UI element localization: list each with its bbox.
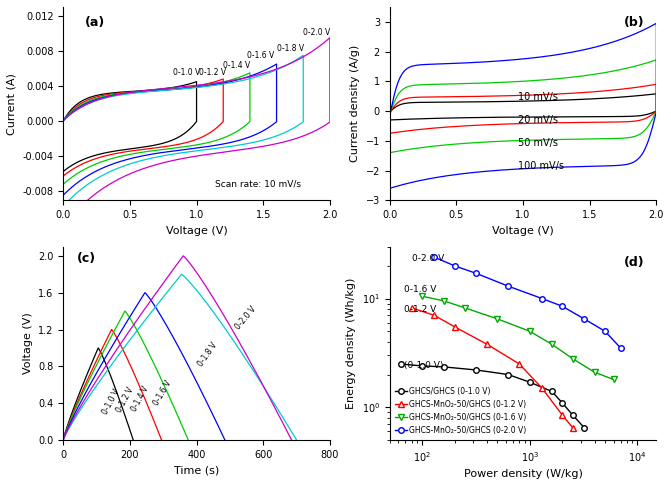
Text: (c): (c) <box>76 252 96 265</box>
Text: 10 mV/s: 10 mV/s <box>518 92 558 102</box>
Text: 0-2.0 V: 0-2.0 V <box>303 28 331 37</box>
Y-axis label: Energy density (Wh/kg): Energy density (Wh/kg) <box>346 278 356 409</box>
X-axis label: Voltage (V): Voltage (V) <box>166 226 227 236</box>
Text: 50 mV/s: 50 mV/s <box>518 138 558 148</box>
GHCS/GHCS (0-1.0 V) <box>580 425 588 431</box>
GHCS-MnO₂-50/GHCS (0-2.0 V) <box>430 254 438 260</box>
GHCS/GHCS (0-1.0 V) <box>568 412 576 418</box>
GHCS-MnO₂-50/GHCS (0-1.6 V) <box>548 341 556 347</box>
GHCS/GHCS (0-1.0 V) <box>418 363 426 369</box>
Legend: GHCS/GHCS (0-1.0 V), GHCS-MnO₂-50/GHCS (0-1.2 V), GHCS-MnO₂-50/GHCS (0-1.6 V), G: GHCS/GHCS (0-1.0 V), GHCS-MnO₂-50/GHCS (… <box>393 386 527 436</box>
Line: GHCS/GHCS (0-1.0 V): GHCS/GHCS (0-1.0 V) <box>398 361 587 431</box>
Text: 0-1.4 V: 0-1.4 V <box>223 61 250 70</box>
Line: GHCS-MnO₂-50/GHCS (0-2.0 V): GHCS-MnO₂-50/GHCS (0-2.0 V) <box>431 254 623 351</box>
Text: 0-1.2 V: 0-1.2 V <box>404 305 436 314</box>
GHCS-MnO₂-50/GHCS (0-1.2 V) <box>538 385 546 391</box>
GHCS/GHCS (0-1.0 V) <box>526 379 534 385</box>
GHCS-MnO₂-50/GHCS (0-2.0 V) <box>450 263 458 269</box>
Text: 0-2.0 V: 0-2.0 V <box>234 305 258 331</box>
GHCS-MnO₂-50/GHCS (0-1.6 V) <box>418 294 426 299</box>
Line: GHCS-MnO₂-50/GHCS (0-1.2 V): GHCS-MnO₂-50/GHCS (0-1.2 V) <box>409 305 575 431</box>
Text: 0-1.2 V: 0-1.2 V <box>199 68 226 77</box>
Text: (0-1.0 V): (0-1.0 V) <box>404 361 444 370</box>
GHCS-MnO₂-50/GHCS (0-2.0 V) <box>601 329 609 334</box>
Line: GHCS-MnO₂-50/GHCS (0-1.6 V): GHCS-MnO₂-50/GHCS (0-1.6 V) <box>419 294 616 382</box>
GHCS-MnO₂-50/GHCS (0-1.6 V) <box>609 377 617 382</box>
Text: 0-1.8 V: 0-1.8 V <box>197 341 219 368</box>
GHCS-MnO₂-50/GHCS (0-1.2 V) <box>515 361 523 367</box>
X-axis label: Time (s): Time (s) <box>174 465 219 475</box>
GHCS/GHCS (0-1.0 V) <box>472 367 480 373</box>
GHCS-MnO₂-50/GHCS (0-1.2 V) <box>408 305 416 311</box>
Y-axis label: Current (A): Current (A) <box>7 73 17 135</box>
Text: 0-1.2 V: 0-1.2 V <box>115 386 136 415</box>
GHCS/GHCS (0-1.0 V) <box>548 388 556 394</box>
X-axis label: Voltage (V): Voltage (V) <box>492 226 554 236</box>
Text: 0-1.6 V: 0-1.6 V <box>247 51 274 60</box>
X-axis label: Power density (W/kg): Power density (W/kg) <box>464 469 582 479</box>
Text: 0-2.0 V: 0-2.0 V <box>412 254 444 263</box>
GHCS-MnO₂-50/GHCS (0-2.0 V) <box>538 295 546 301</box>
GHCS-MnO₂-50/GHCS (0-1.6 V) <box>568 356 576 362</box>
GHCS-MnO₂-50/GHCS (0-1.2 V) <box>483 341 491 347</box>
Text: (d): (d) <box>625 256 645 269</box>
GHCS-MnO₂-50/GHCS (0-1.2 V) <box>430 312 438 318</box>
Text: 0-1.4 V: 0-1.4 V <box>130 384 150 413</box>
Text: 20 mV/s: 20 mV/s <box>518 115 558 125</box>
Text: 0-1.6 V: 0-1.6 V <box>152 379 173 407</box>
Text: (a): (a) <box>85 16 105 29</box>
Text: 0-1.8 V: 0-1.8 V <box>276 44 304 53</box>
Text: 0-1.0 V: 0-1.0 V <box>101 388 121 416</box>
Text: 0-1.6 V: 0-1.6 V <box>404 285 436 294</box>
GHCS-MnO₂-50/GHCS (0-1.6 V) <box>440 298 448 304</box>
GHCS-MnO₂-50/GHCS (0-1.6 V) <box>461 305 469 311</box>
GHCS-MnO₂-50/GHCS (0-2.0 V) <box>504 283 512 289</box>
GHCS-MnO₂-50/GHCS (0-2.0 V) <box>580 316 588 322</box>
GHCS-MnO₂-50/GHCS (0-1.2 V) <box>558 412 566 418</box>
Y-axis label: Current density (A/g): Current density (A/g) <box>350 45 360 162</box>
Text: 0-1.0 V: 0-1.0 V <box>172 69 200 77</box>
GHCS/GHCS (0-1.0 V) <box>440 364 448 370</box>
GHCS/GHCS (0-1.0 V) <box>558 400 566 406</box>
GHCS-MnO₂-50/GHCS (0-2.0 V) <box>558 303 566 309</box>
GHCS-MnO₂-50/GHCS (0-1.6 V) <box>493 316 501 322</box>
Y-axis label: Voltage (V): Voltage (V) <box>23 312 33 374</box>
GHCS-MnO₂-50/GHCS (0-1.2 V) <box>568 425 576 431</box>
Text: 100 mV/s: 100 mV/s <box>518 161 564 172</box>
Text: (b): (b) <box>625 16 645 29</box>
GHCS/GHCS (0-1.0 V) <box>504 372 512 378</box>
GHCS-MnO₂-50/GHCS (0-1.6 V) <box>590 369 599 375</box>
GHCS-MnO₂-50/GHCS (0-1.2 V) <box>450 324 458 330</box>
GHCS-MnO₂-50/GHCS (0-2.0 V) <box>472 271 480 277</box>
GHCS-MnO₂-50/GHCS (0-1.6 V) <box>526 329 534 334</box>
Text: Scan rate: 10 mV/s: Scan rate: 10 mV/s <box>215 180 301 189</box>
GHCS/GHCS (0-1.0 V) <box>397 361 405 367</box>
GHCS-MnO₂-50/GHCS (0-2.0 V) <box>617 345 625 351</box>
